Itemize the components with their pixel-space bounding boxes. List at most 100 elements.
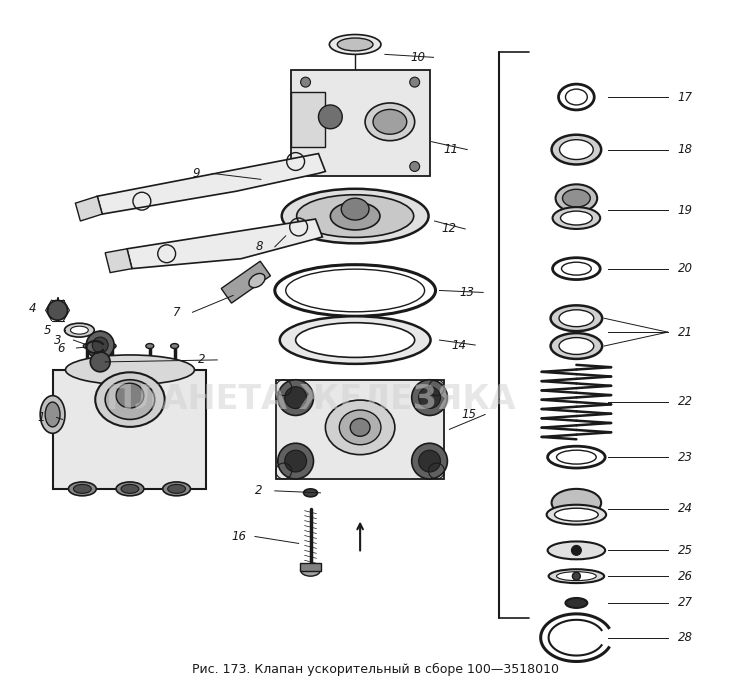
Text: 2: 2 <box>198 353 206 367</box>
Text: ПЛАНЕТА ЖЕЛЕЗЯКА: ПЛАНЕТА ЖЕЛЕЗЯКА <box>106 383 515 416</box>
Text: 17: 17 <box>677 91 692 104</box>
Polygon shape <box>127 219 322 268</box>
Text: 15: 15 <box>462 408 477 421</box>
Ellipse shape <box>562 262 591 275</box>
Ellipse shape <box>40 396 65 434</box>
Ellipse shape <box>566 89 587 105</box>
Ellipse shape <box>64 323 94 337</box>
Ellipse shape <box>326 400 394 454</box>
Text: 14: 14 <box>452 339 466 351</box>
Text: 1: 1 <box>37 411 44 424</box>
Circle shape <box>572 546 581 556</box>
Ellipse shape <box>116 383 144 408</box>
Ellipse shape <box>339 410 381 445</box>
Circle shape <box>278 380 314 415</box>
Ellipse shape <box>554 508 598 521</box>
Ellipse shape <box>297 194 414 238</box>
Ellipse shape <box>550 333 602 359</box>
Text: 3: 3 <box>54 334 62 346</box>
Text: 9: 9 <box>193 167 200 180</box>
Bar <box>53 370 206 489</box>
Bar <box>299 563 322 572</box>
Ellipse shape <box>548 542 605 559</box>
Ellipse shape <box>551 489 602 516</box>
Ellipse shape <box>556 184 597 212</box>
Text: 21: 21 <box>677 325 692 339</box>
Ellipse shape <box>556 450 596 464</box>
Ellipse shape <box>548 569 604 583</box>
Ellipse shape <box>330 202 380 230</box>
Text: 18: 18 <box>677 143 692 156</box>
Circle shape <box>412 380 448 415</box>
Text: 25: 25 <box>677 544 692 557</box>
Ellipse shape <box>286 269 424 312</box>
Ellipse shape <box>121 484 139 493</box>
Text: 22: 22 <box>677 395 692 408</box>
Ellipse shape <box>105 380 154 420</box>
Ellipse shape <box>560 211 592 225</box>
Ellipse shape <box>68 482 96 496</box>
Text: 7: 7 <box>172 306 180 319</box>
Circle shape <box>301 162 310 171</box>
Text: 16: 16 <box>232 530 247 543</box>
Ellipse shape <box>550 305 602 331</box>
Ellipse shape <box>116 482 144 496</box>
Circle shape <box>419 387 440 408</box>
Text: 5: 5 <box>44 323 52 337</box>
Text: 4: 4 <box>29 302 37 315</box>
Ellipse shape <box>95 372 165 427</box>
Polygon shape <box>105 249 132 273</box>
Ellipse shape <box>551 135 602 164</box>
Ellipse shape <box>168 484 185 493</box>
Circle shape <box>572 572 580 580</box>
Text: 26: 26 <box>677 569 692 583</box>
Circle shape <box>410 77 420 87</box>
Circle shape <box>86 331 114 359</box>
Ellipse shape <box>562 190 590 207</box>
Text: 13: 13 <box>460 286 475 299</box>
Polygon shape <box>76 197 102 221</box>
Ellipse shape <box>171 344 178 348</box>
Ellipse shape <box>65 355 194 385</box>
Ellipse shape <box>146 344 154 348</box>
Circle shape <box>48 300 68 320</box>
Ellipse shape <box>70 326 88 334</box>
Ellipse shape <box>566 598 587 608</box>
Ellipse shape <box>329 35 381 54</box>
Ellipse shape <box>547 505 606 525</box>
Text: 27: 27 <box>677 597 692 609</box>
Ellipse shape <box>108 344 116 348</box>
Circle shape <box>319 105 342 129</box>
Polygon shape <box>98 153 326 214</box>
Circle shape <box>301 77 310 87</box>
Ellipse shape <box>559 337 594 355</box>
Circle shape <box>285 387 307 408</box>
Text: 6: 6 <box>57 342 64 355</box>
Bar <box>221 261 271 303</box>
Text: 11: 11 <box>444 143 459 156</box>
Bar <box>291 70 430 176</box>
Ellipse shape <box>559 309 594 327</box>
Text: 24: 24 <box>677 503 692 515</box>
Circle shape <box>90 352 110 372</box>
Ellipse shape <box>341 198 369 220</box>
Text: Рис. 173. Клапан ускорительный в сборе 100—3518010: Рис. 173. Клапан ускорительный в сборе 1… <box>191 663 559 676</box>
Ellipse shape <box>296 323 415 358</box>
Circle shape <box>285 450 307 472</box>
Ellipse shape <box>365 103 415 141</box>
Circle shape <box>419 450 440 472</box>
Ellipse shape <box>282 189 428 243</box>
Text: 20: 20 <box>677 262 692 275</box>
Text: 2: 2 <box>255 484 262 498</box>
Text: 28: 28 <box>677 631 692 644</box>
Circle shape <box>92 337 108 353</box>
Ellipse shape <box>301 565 320 576</box>
Ellipse shape <box>338 38 373 51</box>
Ellipse shape <box>556 572 596 581</box>
Ellipse shape <box>280 316 430 364</box>
Text: 12: 12 <box>442 222 457 236</box>
Ellipse shape <box>83 344 92 348</box>
Text: 23: 23 <box>677 451 692 464</box>
Ellipse shape <box>560 139 593 160</box>
Ellipse shape <box>373 109 406 135</box>
